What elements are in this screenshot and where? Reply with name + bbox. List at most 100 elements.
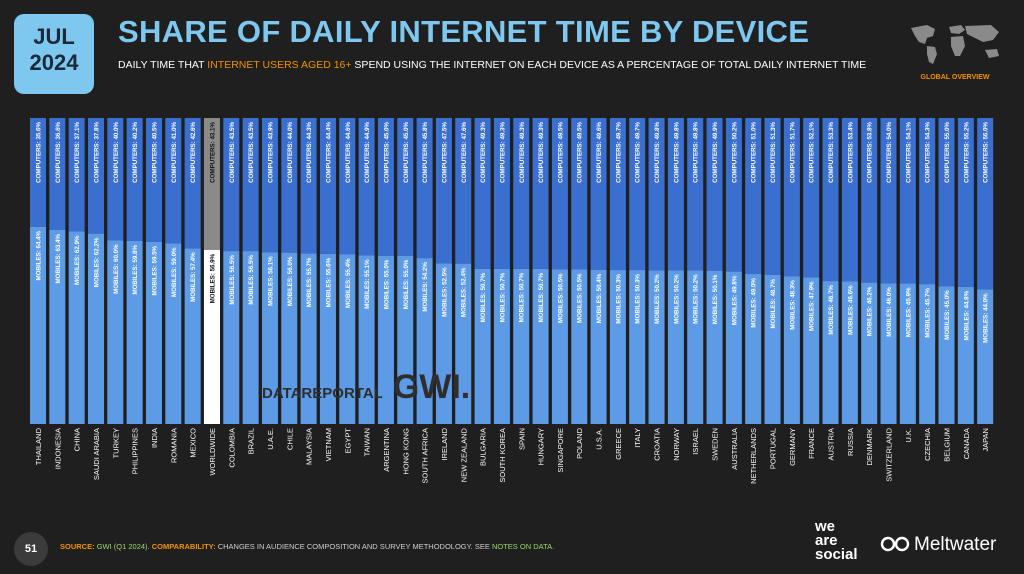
bar-computers-14 bbox=[300, 118, 317, 254]
label-computers-1: COMPUTERS: 36.6% bbox=[55, 122, 62, 183]
bar-computers-11 bbox=[242, 118, 259, 252]
bar-mobiles-21 bbox=[435, 263, 452, 424]
bar-mobiles-13 bbox=[281, 252, 298, 424]
category-label-28: POLAND bbox=[575, 427, 584, 458]
watermark: DATAREPORTAL GWI. bbox=[262, 368, 470, 407]
bar-mobiles-32 bbox=[648, 270, 665, 424]
label-mobiles-16: MOBILES: 55.4% bbox=[345, 258, 352, 308]
bar-computers-29 bbox=[590, 118, 607, 270]
date-year: 2024 bbox=[29, 50, 79, 75]
category-label-5: PHILIPPINES bbox=[131, 428, 140, 474]
label-computers-29: COMPUTERS: 49.6% bbox=[596, 122, 603, 183]
bar-computers-26 bbox=[532, 118, 549, 269]
category-label-47: BELGIUM bbox=[943, 428, 952, 462]
bar-mobiles-27 bbox=[551, 269, 568, 424]
bar-computers-46 bbox=[919, 118, 936, 285]
label-mobiles-8: MOBILES: 57.4% bbox=[190, 252, 197, 302]
label-computers-35: COMPUTERS: 49.9% bbox=[712, 122, 719, 183]
bar-mobiles-18 bbox=[377, 255, 394, 424]
bar-mobiles-3 bbox=[87, 233, 104, 424]
source-link[interactable]: GWI (Q1 2024). bbox=[96, 542, 150, 551]
bar-computers-45 bbox=[899, 118, 916, 284]
category-label-2: CHINA bbox=[73, 428, 82, 451]
bar-computers-18 bbox=[377, 118, 394, 256]
category-label-25: SPAIN bbox=[517, 428, 526, 450]
category-label-38: PORTUGAL bbox=[769, 428, 778, 469]
page-subtitle: DAILY TIME THAT INTERNET USERS AGED 16+ … bbox=[118, 59, 866, 71]
label-mobiles-19: MOBILES: 55.0% bbox=[403, 259, 410, 309]
bar-mobiles-45 bbox=[899, 283, 916, 424]
label-mobiles-32: MOBILES: 50.2% bbox=[654, 274, 661, 324]
bar-mobiles-33 bbox=[667, 270, 684, 424]
logo-word-3: social bbox=[815, 546, 858, 563]
label-computers-28: COMPUTERS: 49.5% bbox=[577, 122, 584, 183]
label-mobiles-23: MOBILES: 50.7% bbox=[480, 272, 487, 322]
watermark-datareportal: DATAREPORTAL bbox=[262, 385, 383, 402]
bar-mobiles-22 bbox=[455, 263, 472, 424]
bar-mobiles-15 bbox=[319, 253, 336, 424]
bar-computers-5 bbox=[126, 118, 143, 242]
category-label-16: EGYPT bbox=[343, 428, 352, 454]
bar-mobiles-4 bbox=[107, 240, 124, 424]
label-mobiles-33: MOBILES: 50.2% bbox=[673, 274, 680, 324]
bar-mobiles-16 bbox=[339, 254, 356, 424]
bar-computers-43 bbox=[861, 118, 878, 283]
bar-mobiles-17 bbox=[358, 255, 375, 424]
label-mobiles-7: MOBILES: 59.0% bbox=[171, 247, 178, 297]
label-computers-36: COMPUTERS: 50.2% bbox=[731, 122, 738, 183]
label-mobiles-41: MOBILES: 46.7% bbox=[828, 285, 835, 335]
bar-mobiles-9 bbox=[203, 249, 220, 424]
label-mobiles-13: MOBILES: 56.0% bbox=[287, 256, 294, 306]
label-computers-49: COMPUTERS: 56.0% bbox=[983, 122, 990, 183]
label-mobiles-43: MOBILES: 46.2% bbox=[867, 286, 874, 336]
bar-mobiles-6 bbox=[145, 241, 162, 424]
category-label-12: U.A.E. bbox=[266, 428, 275, 450]
label-mobiles-45: MOBILES: 45.9% bbox=[905, 287, 912, 337]
category-label-37: NETHERLANDS bbox=[749, 428, 758, 484]
we-are-social-logo: we are social bbox=[815, 519, 858, 563]
category-label-39: GERMANY bbox=[788, 428, 797, 466]
category-label-31: ITALY bbox=[633, 428, 642, 448]
bar-mobiles-43 bbox=[861, 282, 878, 424]
label-mobiles-44: MOBILES: 46.0% bbox=[886, 287, 893, 337]
page-number: 51 bbox=[14, 532, 48, 566]
bar-computers-12 bbox=[261, 118, 278, 253]
bar-computers-31 bbox=[629, 118, 646, 271]
label-computers-18: COMPUTERS: 45.0% bbox=[383, 122, 390, 183]
bar-computers-16 bbox=[339, 118, 356, 255]
category-label-1: INDONESIA bbox=[53, 428, 62, 469]
meltwater-logo: Meltwater bbox=[880, 534, 996, 556]
logo-word-2: are bbox=[815, 532, 838, 549]
category-label-11: BRAZIL bbox=[247, 428, 256, 454]
label-mobiles-37: MOBILES: 49.0% bbox=[751, 278, 758, 328]
category-label-8: MEXICO bbox=[189, 428, 198, 458]
label-computers-13: COMPUTERS: 44.0% bbox=[287, 122, 294, 183]
category-label-21: IRELAND bbox=[440, 427, 449, 460]
bar-computers-2 bbox=[68, 118, 85, 232]
label-computers-43: COMPUTERS: 53.8% bbox=[867, 122, 874, 183]
category-label-22: NEW ZEALAND bbox=[459, 427, 468, 482]
category-label-15: VIETNAM bbox=[324, 428, 333, 461]
label-computers-17: COMPUTERS: 44.9% bbox=[364, 122, 371, 183]
bar-computers-23 bbox=[474, 118, 491, 269]
label-mobiles-12: MOBILES: 56.1% bbox=[267, 256, 274, 306]
label-computers-6: COMPUTERS: 40.5% bbox=[151, 122, 158, 183]
bar-computers-48 bbox=[957, 118, 974, 287]
page-title: SHARE OF DAILY INTERNET TIME BY DEVICE bbox=[118, 14, 810, 49]
label-mobiles-47: MOBILES: 45.0% bbox=[944, 290, 951, 340]
bar-mobiles-23 bbox=[474, 268, 491, 424]
subtitle-text: DAILY TIME THAT bbox=[118, 59, 208, 71]
bar-computers-6 bbox=[145, 118, 162, 242]
bar-computers-41 bbox=[822, 118, 839, 282]
category-label-32: CROATIA bbox=[653, 428, 662, 461]
label-computers-0: COMPUTERS: 35.6% bbox=[36, 122, 43, 183]
category-label-18: ARGENTINA bbox=[382, 428, 391, 472]
label-computers-42: COMPUTERS: 53.4% bbox=[847, 122, 854, 183]
label-mobiles-18: MOBILES: 55.0% bbox=[383, 259, 390, 309]
bar-mobiles-44 bbox=[880, 283, 897, 424]
label-computers-30: COMPUTERS: 49.7% bbox=[615, 122, 622, 183]
notes-link[interactable]: NOTES ON DATA. bbox=[491, 542, 555, 551]
label-computers-44: COMPUTERS: 54.0% bbox=[886, 122, 893, 183]
label-computers-34: COMPUTERS: 49.8% bbox=[693, 122, 700, 183]
